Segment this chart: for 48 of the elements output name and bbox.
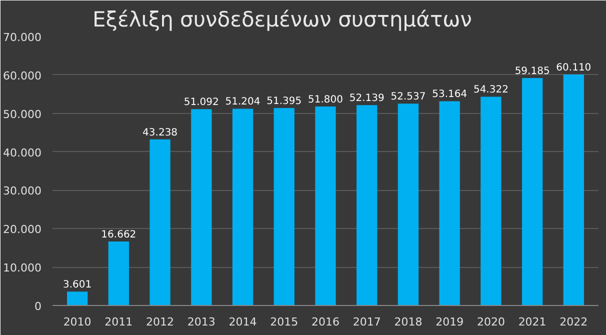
bar	[480, 96, 502, 306]
bar	[563, 74, 584, 306]
bar	[232, 108, 254, 306]
data-label: 51.800	[308, 94, 344, 106]
x-tick-label: 2020	[476, 316, 505, 328]
x-tick-label: 2018	[394, 316, 422, 328]
bar	[191, 109, 212, 306]
y-tick-label: 20.000	[3, 223, 42, 236]
bar	[66, 292, 88, 306]
x-tick-label: 2011	[104, 316, 133, 328]
data-label: 53.164	[432, 89, 468, 100]
x-tick-label: 2017	[352, 316, 381, 328]
x-tick-label: 2021	[518, 316, 546, 328]
x-tick-label: 2022	[560, 316, 588, 328]
bar	[108, 241, 130, 306]
data-label: 51.092	[184, 97, 219, 108]
chart-title: Εξέλιξη συνδεδεμένων συστημάτων	[92, 8, 472, 32]
y-tick-label: 40.000	[3, 146, 42, 160]
y-tick-label: 50.000	[3, 108, 42, 121]
y-tick-label: 60.000	[3, 69, 42, 82]
data-label: 52.139	[349, 93, 384, 104]
data-label: 16.662	[101, 229, 136, 240]
data-label: 51.395	[266, 96, 302, 107]
data-label: 51.204	[225, 96, 260, 108]
bar	[398, 104, 419, 306]
bar	[522, 78, 543, 306]
data-label: 43.238	[142, 127, 178, 138]
y-tick-label: 30.000	[3, 184, 42, 198]
x-tick-label: 2014	[228, 316, 257, 328]
bar	[356, 105, 378, 306]
bar	[439, 101, 460, 306]
bar	[274, 108, 294, 306]
x-tick-label: 2013	[187, 316, 216, 328]
x-tick-label: 2010	[63, 316, 92, 328]
x-tick-label: 2012	[146, 316, 174, 328]
y-tick-label: 0	[34, 300, 42, 313]
x-tick-label: 2015	[270, 316, 298, 328]
bar	[150, 139, 170, 306]
y-tick-label: 10.000	[3, 262, 42, 275]
x-tick-label: 2016	[312, 316, 340, 328]
data-label: 59.185	[514, 66, 550, 78]
data-label: 60.110	[556, 62, 592, 74]
x-tick-label: 2019	[436, 316, 464, 328]
data-label: 3.601	[63, 280, 92, 291]
bar	[315, 106, 336, 306]
data-label: 52.537	[390, 92, 426, 103]
y-tick-label: 70.000	[3, 31, 42, 44]
data-label: 54.322	[473, 84, 508, 96]
